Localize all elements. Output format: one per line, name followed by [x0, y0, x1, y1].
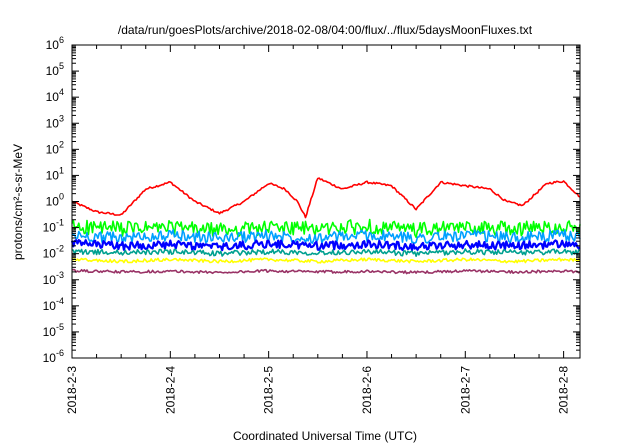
y-tick-label: 10-5: [43, 322, 64, 339]
y-tick-label: 102: [46, 139, 64, 156]
y-tick-label: 103: [46, 113, 64, 130]
y-axis: 10-6 10-5 10-4 10-3 10-2 10-1 100 101 102 103 104 1…: [43, 35, 580, 365]
x-tick-label: 2018-2-5: [262, 366, 276, 414]
y-axis-label: protons/cm²-s-sr-MeV: [11, 144, 25, 260]
x-tick-label: 2018-2-8: [557, 366, 571, 414]
y-tick-label: 10-1: [43, 218, 64, 235]
series-line: [71, 177, 581, 219]
y-tick-label: 106: [46, 35, 64, 52]
chart-title: /data/run/goesPlots/archive/2018-02-08/0…: [118, 23, 533, 37]
y-tick-label: 105: [46, 61, 64, 78]
x-tick-label: 2018-2-4: [163, 366, 177, 414]
series-line: [71, 248, 581, 258]
y-tick-label: 10-4: [43, 296, 64, 313]
plot-area: [70, 177, 581, 275]
x-axis-label: Coordinated Universal Time (UTC): [233, 429, 417, 443]
plot-frame: [71, 44, 581, 359]
y-tick-label: 10-3: [43, 270, 64, 287]
series-line: [71, 268, 581, 275]
x-axis: 2018-2-3 2018-2-4 2018-2-5 2018-2-6 2018-2-7…: [65, 45, 571, 414]
x-tick-label: 2018-2-3: [65, 366, 79, 414]
series-line: [71, 229, 581, 245]
y-tick-label: 10-2: [43, 244, 64, 261]
series-line: [70, 239, 581, 252]
y-tick-label: 104: [46, 87, 64, 104]
x-tick-label: 2018-2-7: [458, 366, 472, 414]
y-tick-label: 10-6: [43, 348, 64, 365]
y-tick-label: 101: [46, 165, 64, 182]
x-tick-label: 2018-2-6: [360, 366, 374, 414]
y-tick-label: 100: [46, 192, 64, 209]
series-line: [71, 257, 581, 264]
